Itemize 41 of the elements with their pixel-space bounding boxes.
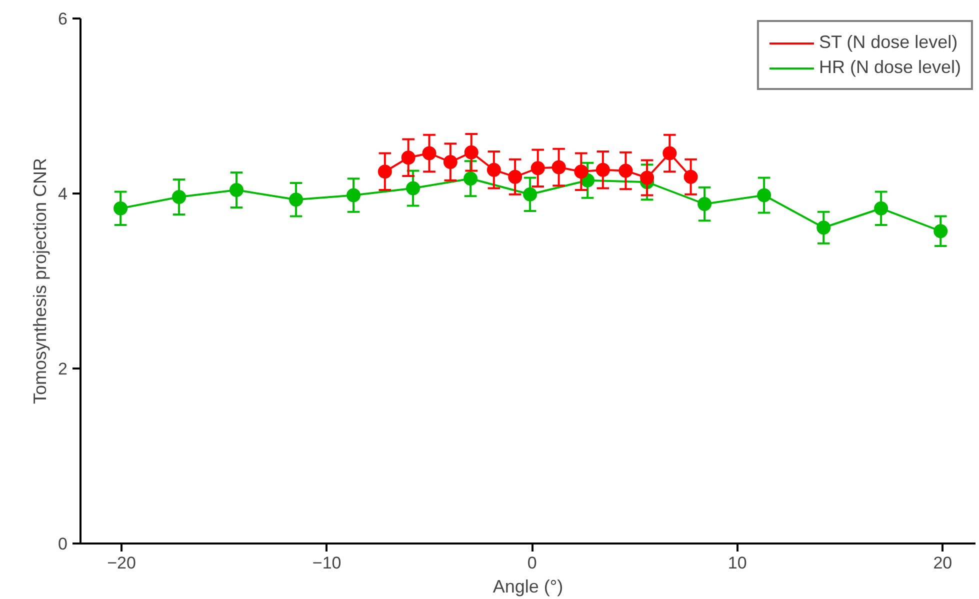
point [464,172,478,186]
point [114,201,128,216]
x-tick-label: −10 [312,554,342,572]
x-tick-label: −20 [107,554,136,572]
point [552,160,566,174]
point [684,170,698,184]
point [378,164,392,179]
x-tick-label: 20 [933,554,952,572]
point [422,146,436,160]
point [508,170,522,184]
point [662,146,677,160]
legend-label: ST (N dose level) [818,32,958,53]
point [530,161,545,176]
y-tick-label: 4 [58,184,68,204]
point [346,188,361,202]
x-axis-title: Angle (°) [492,576,564,596]
point [596,162,610,177]
point [443,155,458,169]
point [640,170,654,185]
point [816,220,831,235]
point [289,192,304,207]
x-tick-label: 10 [728,554,747,572]
point [486,162,501,177]
point [618,164,633,178]
y-tick-label: 0 [58,534,68,554]
point [172,190,186,204]
y-tick-label: 6 [58,10,68,28]
point [464,145,478,160]
y-tick-label: 2 [58,360,68,378]
point [574,164,588,179]
legend-label: HR (N dose level) [818,57,961,78]
point [934,224,948,238]
x-tick-label: 0 [527,554,537,572]
point [230,183,244,197]
point [401,150,416,165]
point [698,197,712,211]
point [406,181,420,196]
y-axis-title: Tomosynthesis projection CNR [30,158,50,404]
point [874,201,888,216]
point [523,187,538,202]
point [757,188,772,202]
